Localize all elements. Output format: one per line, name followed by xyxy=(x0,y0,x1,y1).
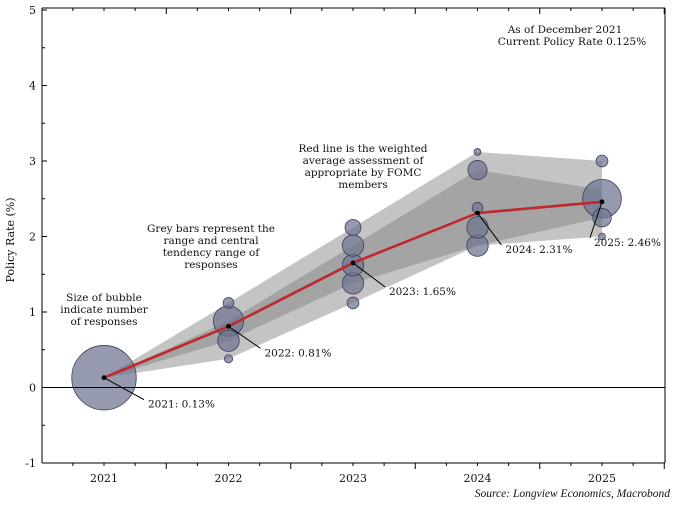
red-note-line-4: members xyxy=(338,179,387,191)
bubble-2023 xyxy=(344,219,362,236)
y-tick-label: -1 xyxy=(25,457,36,470)
x-tick-label: 2021 xyxy=(90,472,118,485)
data-label-leader xyxy=(589,201,603,238)
current-rate-annotation: Current Policy Rate 0.125% xyxy=(498,36,646,48)
data-label-leader xyxy=(228,325,261,349)
grey-note-line-4: responses xyxy=(184,259,237,271)
y-tick-label: 2 xyxy=(29,231,36,244)
bubble-note-line-1: Size of bubble xyxy=(66,292,142,304)
bubble-2022 xyxy=(223,354,234,364)
grey-note-line-3: tendency range of xyxy=(163,247,261,259)
source-note: Source: Longview Economics, Macrobond xyxy=(475,488,670,500)
y-tick-label: 4 xyxy=(29,80,36,93)
y-tick-label: 5 xyxy=(29,4,36,17)
y-tick-label: 1 xyxy=(29,306,36,319)
as-of-annotation: As of December 2021 xyxy=(507,24,623,36)
bubble-2025 xyxy=(595,154,609,168)
red-note-line-1: Red line is the weighted xyxy=(298,143,427,155)
data-label-leader xyxy=(477,212,502,246)
grey-note-line-2: range and central xyxy=(163,235,259,247)
x-tick-label: 2023 xyxy=(339,472,367,485)
y-axis-label: Policy Rate (%) xyxy=(4,197,17,282)
axes-layer: -1 0 1 2 3 4 5 2021 2022 2023 2024 2025 xyxy=(25,4,666,485)
bubble-2023 xyxy=(346,296,360,310)
x-tick-label: 2025 xyxy=(588,472,616,485)
bubble-note-line-3: of responses xyxy=(71,316,138,328)
red-note-line-3: appropriate by FOMC xyxy=(305,167,422,179)
bubble-2025 xyxy=(592,207,612,228)
data-label-2024: 2024: 2.31% xyxy=(506,244,573,256)
bubble-2022 xyxy=(217,329,240,352)
data-label-leader xyxy=(352,262,386,288)
data-label-2021: 2021: 0.13% xyxy=(148,399,215,411)
bubble-2025 xyxy=(598,232,606,241)
bubble-2024 xyxy=(467,160,488,181)
data-label-2023: 2023: 1.65% xyxy=(389,286,456,298)
x-tick-label: 2024 xyxy=(464,472,492,485)
red-note-line-2: average assessment of xyxy=(303,155,425,167)
data-label-layer: 2021: 0.13% 2022: 0.81% 2023: 1.65% 2024: 2… xyxy=(103,201,661,411)
bubble-2022 xyxy=(222,297,235,309)
data-label-2022: 2022: 0.81% xyxy=(265,347,332,359)
bubble-note-line-2: indicate number xyxy=(60,304,149,316)
grey-note-line-1: Grey bars represent the xyxy=(147,223,275,235)
bubble-2023 xyxy=(341,234,365,257)
data-label-leader xyxy=(103,377,145,401)
y-tick-label: 3 xyxy=(29,155,36,168)
x-tick-label: 2022 xyxy=(215,472,243,485)
y-tick-label: 0 xyxy=(29,382,36,395)
bubble-2024 xyxy=(473,148,482,156)
data-label-2025: 2025: 2.46% xyxy=(594,237,661,249)
bubble-2024 xyxy=(466,216,489,239)
